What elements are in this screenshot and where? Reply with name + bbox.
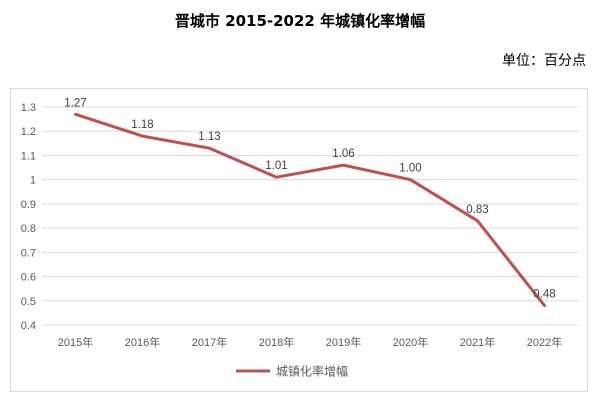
data-labels: 1.27 1.18 1.13 1.01 1.06 1.00 0.83 0.48 — [64, 97, 555, 300]
x-tick-label: 2020年 — [393, 335, 428, 349]
data-label: 1.06 — [332, 148, 354, 160]
y-tick-label: 0.7 — [21, 247, 36, 259]
y-tick-label: 0.9 — [21, 199, 36, 211]
chart-title: 晋城市 2015-2022 年城镇化率增幅 — [174, 12, 426, 30]
y-tick-label: 0.5 — [21, 296, 36, 308]
gridlines — [42, 106, 578, 326]
legend-label: 城镇化率增幅 — [276, 364, 348, 379]
y-tick-label: 1 — [30, 175, 36, 187]
data-label: 1.13 — [198, 131, 220, 143]
x-tick-label: 2022年 — [527, 335, 562, 349]
data-label: 1.18 — [131, 119, 153, 131]
legend: 城镇化率增幅 — [236, 364, 348, 379]
y-tick-label: 0.6 — [21, 272, 36, 284]
chart-frame — [10, 88, 588, 392]
data-label: 1.01 — [265, 160, 287, 172]
x-axis-ticks: 2015年 2016年 2017年 2018年 2019年 2020年 2021年 2022年 — [58, 335, 562, 349]
data-label: 0.83 — [466, 204, 488, 216]
series-group — [74, 112, 546, 308]
y-tick-label: 0.8 — [21, 223, 36, 235]
unit-label: 单位：百分点 — [502, 53, 586, 69]
y-tick-label: 1.3 — [21, 102, 36, 114]
x-tick-label: 2021年 — [460, 335, 495, 349]
y-tick-label: 0.4 — [21, 320, 36, 332]
data-label: 0.48 — [533, 289, 555, 301]
data-label: 1.00 — [399, 163, 421, 175]
x-tick-label: 2016年 — [125, 335, 160, 349]
y-tick-label: 1.1 — [21, 150, 36, 162]
data-label: 1.27 — [64, 97, 86, 109]
x-tick-label: 2015年 — [58, 335, 93, 349]
x-tick-label: 2017年 — [192, 335, 227, 349]
x-tick-label: 2018年 — [259, 335, 294, 349]
series-line — [74, 112, 546, 308]
x-tick-label: 2019年 — [326, 335, 361, 349]
y-axis-ticks: 0.4 0.5 0.6 0.7 0.8 0.9 1 1.1 1.2 1.3 — [21, 102, 36, 332]
y-tick-label: 1.2 — [21, 126, 36, 138]
